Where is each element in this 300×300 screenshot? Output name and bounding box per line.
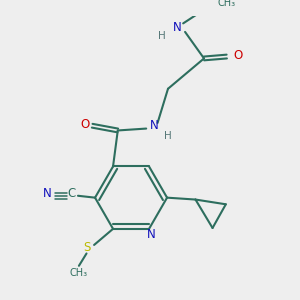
Text: N: N [43, 188, 52, 200]
Text: O: O [233, 49, 243, 62]
Text: H: H [158, 31, 166, 41]
Text: H: H [164, 131, 172, 141]
Text: N: N [149, 119, 158, 132]
Text: CH₃: CH₃ [70, 268, 88, 278]
Text: S: S [83, 241, 90, 254]
Text: N: N [173, 21, 182, 34]
Text: CH₃: CH₃ [218, 0, 236, 8]
Text: O: O [80, 118, 89, 131]
Text: C: C [67, 188, 76, 200]
Text: N: N [147, 228, 155, 241]
